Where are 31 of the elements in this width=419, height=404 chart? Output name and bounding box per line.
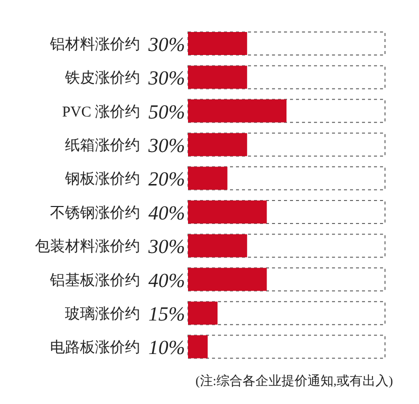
bar bbox=[188, 234, 248, 258]
bar bbox=[188, 133, 248, 156]
bar bbox=[188, 268, 267, 291]
bar bbox=[188, 200, 267, 224]
data-label: 30% bbox=[147, 236, 185, 258]
y-tick-label: PVC 涨价约 bbox=[62, 103, 140, 120]
y-tick-label: 钢板涨价约 bbox=[64, 170, 140, 188]
bar bbox=[188, 99, 286, 122]
y-tick-label: 包装材料涨价约 bbox=[35, 238, 140, 256]
data-label: 40% bbox=[148, 270, 185, 292]
y-tick-label: 纸箱涨价约 bbox=[65, 136, 140, 154]
data-label: 40% bbox=[148, 202, 185, 224]
y-tick-label: 铝材料涨价约 bbox=[49, 36, 140, 53]
bar bbox=[188, 335, 208, 358]
y-tick-label: 玻璃涨价约 bbox=[65, 305, 140, 322]
bar bbox=[188, 66, 248, 89]
data-label: 30% bbox=[147, 134, 185, 157]
y-tick-label: 铝基板涨价约 bbox=[49, 272, 140, 289]
data-label: 15% bbox=[148, 303, 185, 326]
text: (注:综合各企业提价通知,或有出入) bbox=[195, 372, 393, 390]
y-tick-label: 铁皮涨价约 bbox=[64, 70, 140, 87]
bar bbox=[188, 302, 218, 325]
y-tick-label: 不锈钢涨价约 bbox=[50, 204, 140, 222]
y-tick-label: 电路板涨价约 bbox=[50, 339, 140, 356]
data-label: 30% bbox=[147, 34, 185, 56]
data-label: 20% bbox=[148, 168, 185, 191]
bar bbox=[188, 166, 228, 190]
data-label: 50% bbox=[148, 101, 185, 124]
data-label: 10% bbox=[148, 337, 185, 360]
data-label: 30% bbox=[147, 68, 185, 90]
bar bbox=[188, 32, 248, 55]
